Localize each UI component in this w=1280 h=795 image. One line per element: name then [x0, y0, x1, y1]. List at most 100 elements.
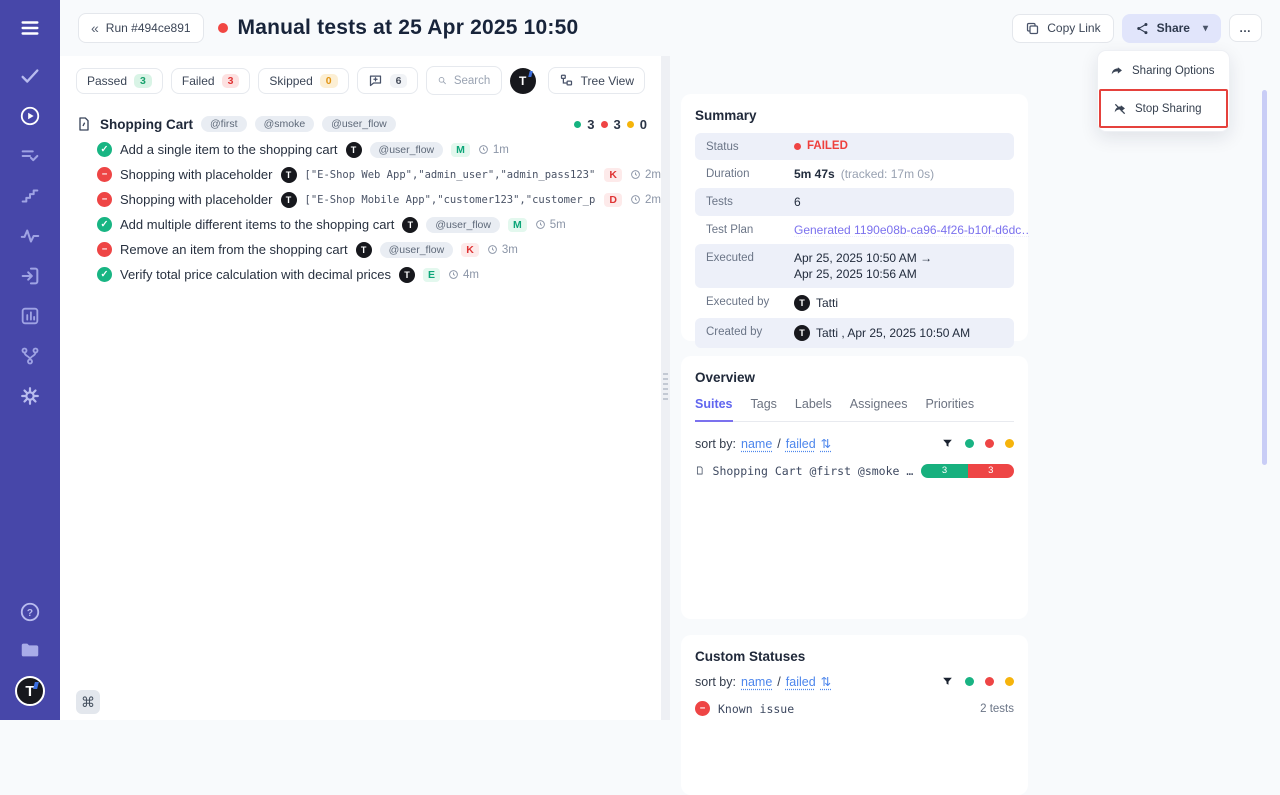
test-plan-link[interactable]: Generated 1190e08b-ca96-4f26-b10f-d6dc…: [794, 223, 1029, 237]
custom-status-row[interactable]: − Known issue 2 tests: [695, 701, 1014, 716]
filter-funnel-icon[interactable]: [941, 437, 954, 450]
test-row[interactable]: − Shopping with placeholder T ["E-Shop M…: [76, 187, 661, 212]
filter-passed-dot[interactable]: [965, 439, 974, 448]
task-list-icon[interactable]: [18, 144, 42, 168]
comments-count-badge: 6: [390, 74, 408, 88]
menu-item-stop-sharing[interactable]: Stop Sharing: [1101, 91, 1226, 126]
test-list-panel: Passed 3 Failed 3 Skipped 0 6 T Tree Vie…: [60, 56, 661, 720]
suite-tag[interactable]: @smoke: [255, 116, 315, 132]
brand-logo[interactable]: T: [15, 676, 45, 706]
tab-tags[interactable]: Tags: [751, 397, 777, 421]
suite-failed-count: 3: [614, 117, 621, 132]
suite-row[interactable]: Shopping Cart @first @smoke @user_flow 3…: [76, 111, 661, 137]
user-avatar[interactable]: T: [510, 68, 536, 94]
sort-by-name-link[interactable]: name: [741, 437, 772, 451]
test-row[interactable]: ✓ Verify total price calculation with de…: [76, 262, 661, 287]
passed-status-icon: ✓: [97, 217, 112, 232]
tree-view-toggle[interactable]: Tree View: [548, 67, 645, 94]
passed-status-icon: ✓: [97, 142, 112, 157]
sort-by-failed-link[interactable]: failed: [786, 437, 816, 451]
assignee-avatar: T: [402, 217, 418, 233]
run-status-dot: [218, 23, 228, 33]
back-to-run-button[interactable]: « Run #494ce891: [78, 13, 204, 43]
failed-status-icon: −: [97, 167, 112, 182]
overview-suite-name: Shopping Cart @first @smoke …: [713, 464, 914, 478]
copy-link-button[interactable]: Copy Link: [1012, 14, 1113, 43]
steps-icon[interactable]: [18, 184, 42, 208]
filter-passed-button[interactable]: Passed 3: [76, 68, 163, 94]
menu-item-label: Sharing Options: [1132, 65, 1214, 77]
tab-labels[interactable]: Labels: [795, 397, 832, 421]
skipped-count-badge: 0: [320, 74, 338, 88]
report-chart-icon[interactable]: [18, 304, 42, 328]
duration: 2m: [630, 194, 661, 206]
filter-passed-dot[interactable]: [965, 677, 974, 686]
filter-failed-dot[interactable]: [985, 439, 994, 448]
test-row[interactable]: ✓ Add multiple different items to the sh…: [76, 212, 661, 237]
test-row[interactable]: − Shopping with placeholder T ["E-Shop W…: [76, 162, 661, 187]
menu-icon[interactable]: [18, 16, 42, 40]
file-icon: [695, 463, 705, 478]
folder-icon[interactable]: [18, 638, 42, 662]
pulse-icon[interactable]: [18, 224, 42, 248]
clock-icon: [478, 144, 489, 155]
failed-label: Failed: [182, 74, 215, 88]
gear-icon[interactable]: [18, 384, 42, 408]
search-box: [426, 66, 501, 95]
suite-tag[interactable]: @first: [201, 116, 247, 132]
test-row[interactable]: ✓ Add a single item to the shopping cart…: [76, 137, 661, 162]
share-button[interactable]: Share ▾: [1122, 14, 1221, 43]
back-chevron-icon: «: [91, 20, 99, 36]
overview-card: Overview Suites Tags Labels Assignees Pr…: [681, 356, 1028, 619]
sort-by-name-link[interactable]: name: [741, 675, 772, 689]
keyboard-shortcut-badge[interactable]: ⌘: [76, 690, 100, 714]
test-row[interactable]: − Remove an item from the shopping cart …: [76, 237, 661, 262]
scrollbar-thumb[interactable]: [1262, 90, 1267, 465]
test-tag[interactable]: @user_flow: [380, 242, 454, 258]
tab-priorities[interactable]: Priorities: [925, 397, 974, 421]
filter-funnel-icon[interactable]: [941, 675, 954, 688]
share-forward-icon: [1110, 64, 1124, 78]
tab-suites[interactable]: Suites: [695, 397, 733, 422]
play-circle-icon[interactable]: [18, 104, 42, 128]
user-avatar: T: [794, 325, 810, 341]
overview-suite-row[interactable]: Shopping Cart @first @smoke … 3 3: [695, 463, 1014, 478]
status-badge: FAILED: [807, 140, 848, 152]
branch-icon[interactable]: [18, 344, 42, 368]
assignee-avatar: T: [346, 142, 362, 158]
import-icon[interactable]: [18, 264, 42, 288]
clock-icon: [448, 269, 459, 280]
menu-item-label: Stop Sharing: [1135, 103, 1202, 115]
check-icon[interactable]: [18, 64, 42, 88]
menu-item-sharing-options[interactable]: Sharing Options: [1098, 53, 1229, 88]
summary-title: Summary: [695, 108, 1014, 123]
filter-toolbar: Passed 3 Failed 3 Skipped 0 6 T Tree Vie…: [60, 56, 661, 107]
filter-skipped-dot[interactable]: [1005, 439, 1014, 448]
tree-view-icon: [559, 73, 574, 88]
grip-icon: [663, 373, 668, 403]
test-tag[interactable]: @user_flow: [426, 217, 500, 233]
clock-icon: [487, 244, 498, 255]
panel-resize-handle[interactable]: [661, 56, 670, 720]
suite-tag[interactable]: @user_flow: [322, 116, 396, 132]
filter-skipped-dot[interactable]: [1005, 677, 1014, 686]
failed-status-icon: −: [97, 192, 112, 207]
sort-by-failed-link[interactable]: failed: [786, 675, 816, 689]
search-input[interactable]: [454, 75, 491, 87]
run-header: « Run #494ce891 Manual tests at 25 Apr 2…: [60, 0, 1280, 56]
filter-failed-button[interactable]: Failed 3: [171, 68, 251, 94]
tests-count: 6: [794, 195, 801, 209]
comments-filter-button[interactable]: 6: [357, 67, 419, 94]
filter-skipped-button[interactable]: Skipped 0: [258, 68, 348, 94]
tab-assignees[interactable]: Assignees: [850, 397, 908, 421]
test-tag[interactable]: @user_flow: [370, 142, 444, 158]
duration: 3m: [487, 244, 518, 256]
more-actions-button[interactable]: …: [1229, 14, 1262, 42]
sort-direction-icon[interactable]: ⇅: [821, 436, 831, 451]
comment-plus-icon: [368, 73, 383, 88]
pass-fail-bar[interactable]: 3 3: [921, 464, 1014, 478]
help-icon[interactable]: ?: [18, 600, 42, 624]
sort-direction-icon[interactable]: ⇅: [821, 674, 831, 689]
filter-failed-dot[interactable]: [985, 677, 994, 686]
test-title: Shopping with placeholder: [120, 167, 273, 182]
